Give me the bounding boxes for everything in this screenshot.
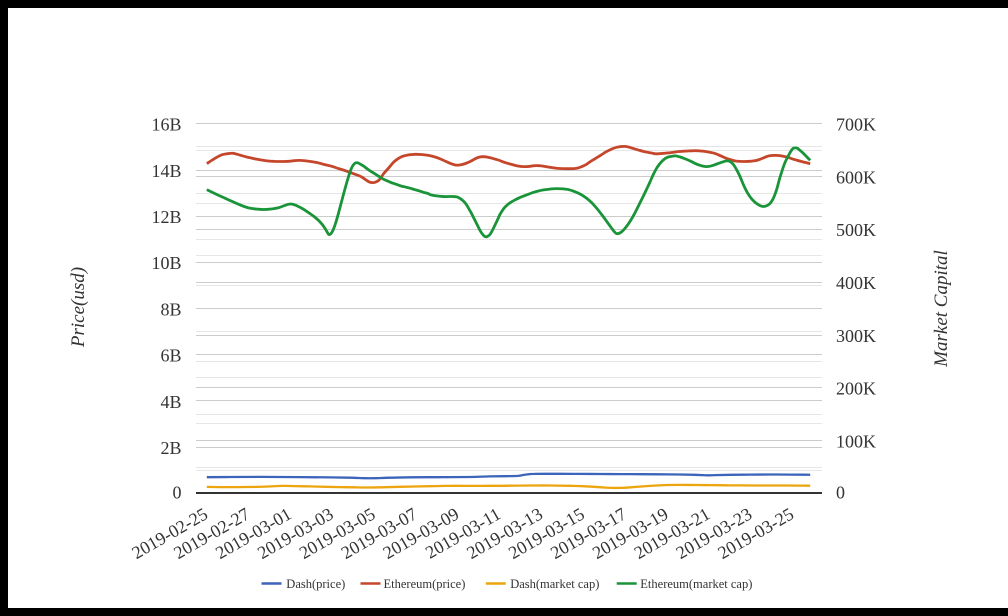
svg-text:700K: 700K: [836, 115, 876, 135]
svg-text:Market Capital: Market Capital: [931, 250, 952, 368]
svg-text:Ethereum(market cap): Ethereum(market cap): [640, 577, 752, 591]
svg-text:0: 0: [173, 483, 182, 503]
svg-text:14B: 14B: [151, 161, 181, 181]
svg-text:Dash(price): Dash(price): [286, 577, 345, 591]
svg-text:Price(usd): Price(usd): [68, 267, 89, 348]
svg-text:100K: 100K: [836, 431, 876, 451]
svg-text:300K: 300K: [836, 326, 876, 346]
svg-text:2B: 2B: [160, 438, 181, 458]
svg-text:400K: 400K: [836, 273, 876, 293]
svg-text:500K: 500K: [836, 220, 876, 240]
svg-text:Dash(market cap): Dash(market cap): [510, 577, 599, 591]
svg-text:8B: 8B: [160, 299, 181, 319]
svg-text:600K: 600K: [836, 167, 876, 187]
svg-text:Ethereum(price): Ethereum(price): [384, 577, 466, 591]
svg-text:12B: 12B: [151, 207, 181, 227]
svg-text:16B: 16B: [151, 115, 181, 135]
svg-text:10B: 10B: [151, 253, 181, 273]
svg-text:4B: 4B: [160, 392, 181, 412]
svg-text:0: 0: [836, 483, 845, 503]
svg-text:6B: 6B: [160, 346, 181, 366]
svg-text:200K: 200K: [836, 379, 876, 399]
